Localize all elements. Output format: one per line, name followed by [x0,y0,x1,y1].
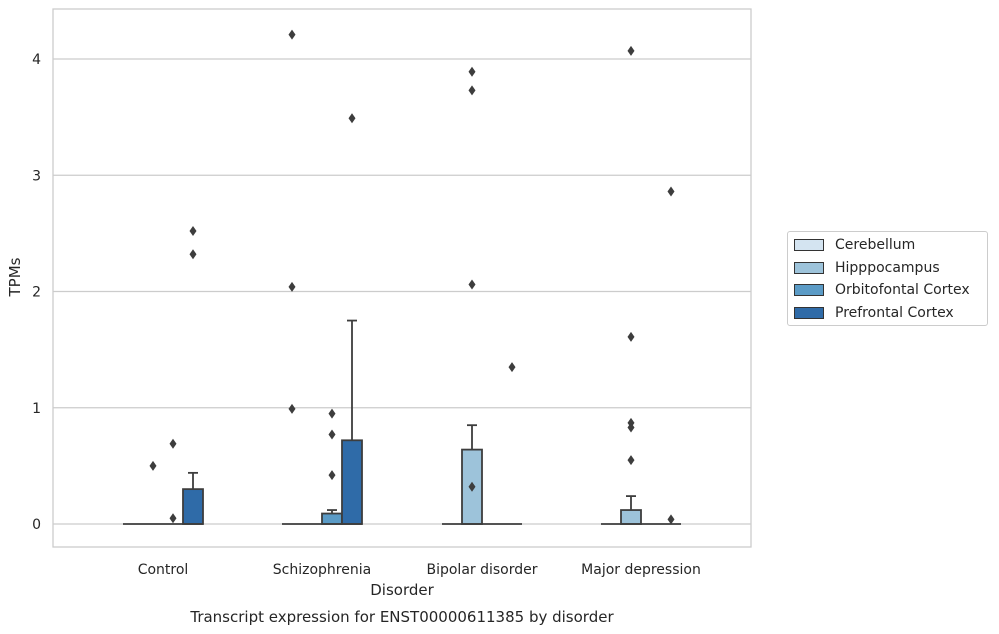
y-tick-label: 2 [32,285,41,301]
plot-frame [52,8,752,548]
box-group [661,186,681,525]
legend-swatch [794,284,824,296]
outlier-point [468,481,476,492]
outlier-point [667,186,675,197]
box-marks [123,29,681,525]
legend-label: Hipppocampus [835,259,940,276]
outlier-point [627,331,635,342]
outlier-point [468,66,476,77]
y-tick-label: 3 [32,168,41,184]
legend-item: Orbitofontal Cortex [794,281,970,299]
box-group [163,438,183,525]
outlier-point [508,362,516,373]
box-group [341,113,363,525]
outlier-point [627,45,635,56]
outlier-point [627,422,635,433]
box-group [143,460,163,525]
outlier-point [189,226,197,237]
box-group [282,29,302,525]
legend-swatch [794,261,824,274]
y-tick-label: 0 [32,517,41,533]
x-tick-label: Bipolar disorder [426,562,537,578]
x-tick-label: Major depression [581,562,701,578]
box-group [461,66,483,525]
legend-item: Prefrontal Cortex [794,304,954,322]
y-axis-label: TPMs [6,257,24,297]
y-tick-label: 4 [32,52,41,68]
box [321,512,343,525]
x-axis-label: Disorder [370,581,434,599]
legend-label: Orbitofontal Cortex [835,282,970,298]
legend-label: Cerebellum [835,237,916,253]
outlier-point [328,470,336,481]
box [341,439,363,525]
outlier-point [169,438,177,449]
box-group [502,362,522,525]
outlier-point [667,514,675,525]
grid-lines [53,58,751,525]
box [620,509,642,525]
x-tick-label: Control [138,562,189,578]
box-group [321,408,343,525]
outlier-point [189,249,197,260]
y-tick-label: 1 [32,401,41,417]
outlier-point [288,281,296,292]
legend-swatch [794,239,824,251]
box-group [182,226,204,525]
outlier-point [169,513,177,524]
chart-title: Transcript expression for ENST0000061138… [189,608,614,626]
box-group [620,45,642,525]
outlier-point [468,279,476,290]
outlier-point [328,408,336,419]
legend: Cerebellum Hipppocampus Orbitofontal Corte… [787,231,988,326]
legend-item: Cerebellum [794,236,915,254]
outlier-point [468,85,476,96]
outlier-point [149,460,157,471]
outlier-point [627,455,635,466]
legend-label: Prefrontal Cortex [835,304,954,321]
y-tick-labels: 0 1 2 3 4 [32,52,41,533]
outlier-point [328,429,336,440]
legend-item: Hipppocampus [794,259,940,277]
x-tick-label: Schizophrenia [273,562,371,578]
outlier-point [288,403,296,414]
box [182,488,204,525]
legend-swatch [794,306,824,319]
x-tick-labels: Control Schizophrenia Bipolar disorder Majo… [138,562,701,578]
outlier-point [288,29,296,40]
outlier-point [348,113,356,124]
